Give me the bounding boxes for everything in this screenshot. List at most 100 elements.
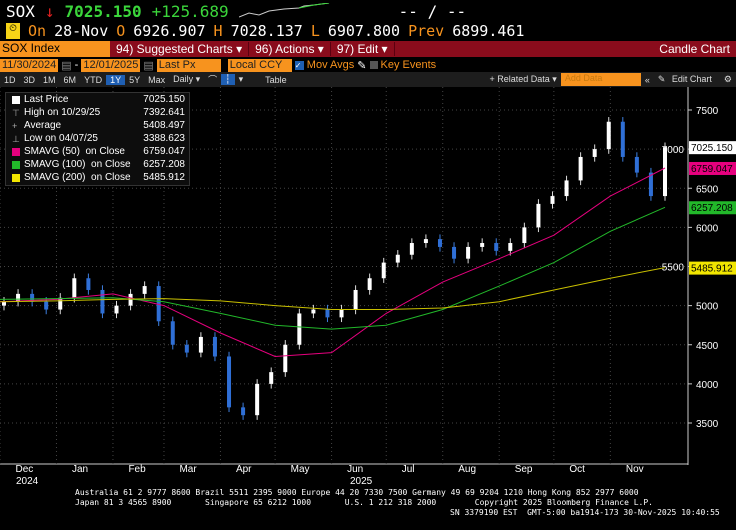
legend-label: Last Price [24, 94, 69, 105]
edit-chart-button[interactable]: ✎ Edit Chart [654, 74, 720, 85]
candle-body [494, 243, 499, 251]
legend-marker-icon: + [12, 120, 18, 131]
last-value-tag-label: 7025.150 [691, 143, 733, 154]
y-tick-label: 6500 [696, 184, 719, 195]
add-data-input[interactable]: Add Data [560, 73, 641, 86]
ticker-bar: SOX ↓ 7025.150 +125.689 -- / -- [0, 0, 736, 22]
end-date-field[interactable]: 12/01/2025 [81, 58, 141, 72]
candle-body [283, 344, 288, 373]
field-select[interactable]: Last Px [156, 58, 221, 72]
x-tick-label: Jan [71, 464, 89, 475]
x-tick-label: Dec [15, 464, 34, 475]
candle-body [353, 289, 358, 310]
open-value: 6926.907 [133, 22, 206, 40]
candle-body [212, 336, 217, 357]
start-date-field[interactable]: 11/30/2024 [0, 58, 59, 72]
candle-body [606, 121, 611, 150]
range-max[interactable]: Max [148, 74, 166, 85]
legend-item[interactable]: Last Price 7025.150 [6, 93, 189, 106]
price-chart[interactable]: 3500 4000 4500 5000 5500 6000 6500 7000 7500 7025… [0, 87, 736, 467]
y-tick-label: 4000 [696, 380, 719, 391]
legend-item[interactable]: ⊤ High on 10/29/25 7392.641 [6, 106, 189, 119]
legend-item[interactable]: SMAVG (100) on Close 6257.208 [6, 158, 189, 171]
candle-body [480, 243, 485, 247]
candle-body [325, 309, 330, 318]
y-tick-label: 5000 [696, 302, 719, 313]
last-value-tag [689, 261, 736, 275]
mov-avgs-checkbox[interactable]: ✓ [294, 60, 304, 70]
candle-body [564, 180, 569, 197]
candle-body [72, 278, 77, 298]
range-1m[interactable]: 1M [43, 74, 56, 85]
suggested-charts-menu[interactable]: 94) Suggested Charts ▾ [110, 42, 250, 56]
prev-label: Prev [408, 22, 445, 40]
candle-body [634, 156, 639, 173]
mov-avgs-label[interactable]: Mov Avgs [306, 59, 355, 71]
range-ytd[interactable]: YTD [84, 74, 103, 85]
calendar-icon[interactable]: ▤ [143, 59, 154, 72]
prev-value: 6899.461 [452, 22, 525, 40]
candle-body [297, 313, 302, 345]
x-tick-label: Nov [625, 464, 644, 475]
collapse-icon[interactable]: « [644, 74, 650, 85]
candle-body [522, 227, 527, 244]
security-field[interactable]: SOX Index [0, 41, 110, 57]
legend-value: 5485.912 [143, 172, 185, 183]
legend-value: 7392.641 [143, 107, 185, 118]
candle-body [367, 278, 372, 290]
candle-body [663, 147, 667, 197]
x-tick-label: Feb [128, 464, 146, 475]
legend-marker-icon: ⊥ [12, 133, 20, 144]
x-year-label: 2024 [16, 476, 39, 487]
price-change: +125.689 [151, 1, 229, 21]
ma-line-2 [0, 267, 666, 310]
last-value-tag [689, 201, 736, 215]
menu-bar: SOX Index 94) Suggested Charts ▾ 96) Act… [0, 41, 736, 57]
footer-contacts-1: Australia 61 2 9777 8600 Brazil 5511 239… [75, 488, 639, 497]
toolbar: 1D 3D 1M 6M YTD 1Y 5Y Max Daily ▾ ⌒ ┆ ▾ Table +… [0, 72, 736, 87]
y-tick-label: 3500 [696, 419, 719, 430]
candle-body [620, 121, 625, 157]
ma-line-1 [0, 206, 666, 330]
chart-style-dropdown[interactable]: ▾ [238, 74, 244, 84]
range-1y[interactable]: 1Y [106, 74, 126, 85]
candle-body [648, 172, 653, 197]
candle-body [550, 196, 555, 204]
alert-icon[interactable]: ⏲ [6, 23, 20, 39]
candle-body [508, 243, 513, 251]
legend-item[interactable]: ⊥ Low on 04/07/25 3388.623 [6, 132, 189, 145]
candle-body [395, 254, 400, 263]
table-button[interactable]: Table [265, 74, 287, 85]
legend-label: SMAVG (100) on Close [24, 159, 131, 170]
actions-menu[interactable]: 96) Actions ▾ [249, 42, 331, 56]
period-select[interactable]: Daily ▾ [173, 74, 201, 84]
quote-bar: ⏲ On 28-Nov O 6926.907 H 7028.137 L 6907… [0, 21, 736, 41]
bid-ask: -- / -- [398, 1, 467, 21]
key-events-checkbox[interactable] [369, 61, 378, 69]
x-tick-label: Mar [179, 464, 197, 475]
x-tick-label: Aug [458, 464, 477, 475]
range-3d[interactable]: 3D [23, 74, 36, 85]
pencil-icon[interactable]: ✎ [357, 59, 367, 72]
edit-menu[interactable]: 97) Edit ▾ [331, 42, 395, 56]
range-1d[interactable]: 1D [4, 74, 16, 85]
related-data-button[interactable]: + Related Data ▾ [489, 74, 557, 84]
legend-item[interactable]: SMAVG (200) on Close 5485.912 [6, 171, 189, 184]
gear-icon[interactable]: ⚙ [723, 74, 732, 84]
candle-body [269, 372, 274, 384]
legend-item[interactable]: + Average 5408.497 [6, 119, 189, 132]
legend-item[interactable]: SMAVG (50) on Close 6759.047 [6, 145, 189, 158]
candle-body [2, 301, 6, 306]
x-tick-label: Oct [569, 464, 585, 475]
key-events-label[interactable]: Key Events [380, 59, 437, 71]
legend-swatch [12, 147, 20, 156]
last-value-tag [689, 161, 736, 175]
calendar-icon[interactable]: ▤ [61, 59, 72, 72]
line-chart-icon[interactable]: ⌒ [208, 75, 218, 85]
range-6m[interactable]: 6M [63, 74, 77, 85]
currency-select[interactable]: Local CCY ▾ [227, 58, 292, 84]
candle-chart-icon[interactable]: ┆ [221, 74, 235, 85]
candle-body [592, 149, 597, 157]
low-value: 6907.800 [327, 22, 401, 40]
range-5y[interactable]: 5Y [129, 74, 141, 85]
